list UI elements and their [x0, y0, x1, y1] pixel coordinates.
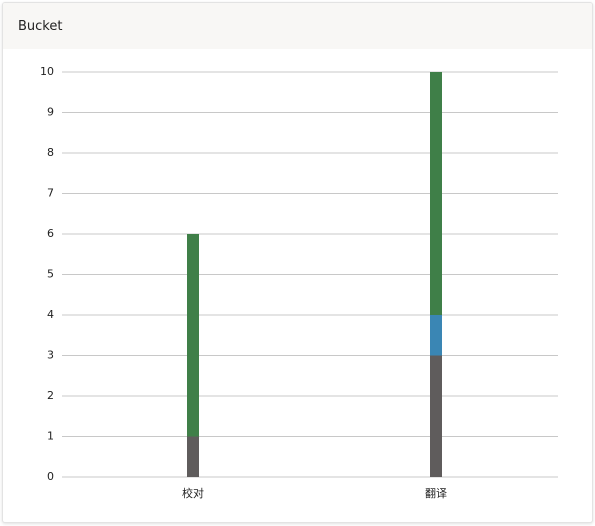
bar-segment	[187, 234, 199, 437]
y-tick-label: 1	[47, 430, 54, 443]
x-tick-label: 校对	[182, 486, 204, 500]
bar-segment	[430, 72, 442, 315]
bar-segment	[430, 315, 442, 356]
bar-segment	[187, 436, 199, 477]
x-tick-label: 翻译	[425, 486, 447, 500]
y-tick-label: 5	[47, 268, 54, 281]
y-tick-label: 2	[47, 389, 54, 402]
y-tick-label: 0	[47, 470, 54, 483]
bar-segment	[430, 355, 442, 477]
y-tick-label: 7	[47, 187, 54, 200]
y-tick-label: 3	[47, 349, 54, 362]
y-tick-label: 9	[47, 106, 54, 119]
y-tick-label: 10	[40, 65, 54, 78]
y-tick-label: 4	[47, 308, 54, 321]
y-tick-label: 6	[47, 227, 54, 240]
y-tick-label: 8	[47, 146, 54, 159]
card-title: Bucket	[3, 3, 592, 49]
